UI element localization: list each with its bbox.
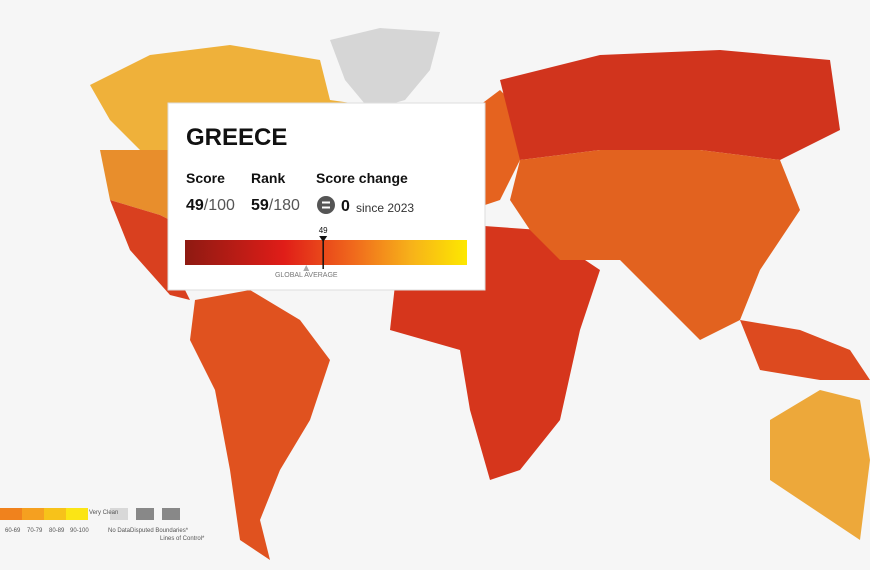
legend-swatch: [0, 508, 22, 520]
legend-label: 90-100: [70, 528, 89, 534]
legend-swatch: [66, 508, 88, 520]
legend-swatch: [22, 508, 44, 520]
change-icon: [317, 196, 335, 214]
score-scale: [185, 240, 467, 265]
legend-swatch: [136, 508, 154, 520]
legend-label: 70-79: [27, 528, 43, 534]
score-label: Score: [186, 170, 225, 186]
legend-label: 80-89: [49, 528, 65, 534]
legend-label: Lines of Control*: [160, 536, 205, 542]
legend-label: No Data: [108, 528, 131, 534]
change-since: since 2023: [356, 201, 414, 215]
country-name: GREECE: [186, 124, 287, 151]
change-label: Score change: [316, 170, 408, 186]
legend-swatch: [44, 508, 66, 520]
legend-label: 60-69: [5, 528, 21, 534]
rank-value: 59: [251, 197, 269, 214]
global-average-marker: [303, 265, 310, 271]
asia: [510, 150, 800, 340]
legend-label: Disputed Boundaries*: [130, 528, 189, 534]
score-marker-head: [319, 236, 328, 242]
rank: 59/180: [251, 197, 300, 214]
southeast-asia: [740, 320, 870, 380]
russia: [500, 50, 840, 160]
legend: 60-69 70-79 80-89 90-100 Very Clean No D…: [0, 508, 205, 542]
australia: [770, 390, 870, 540]
score-max: /100: [204, 197, 235, 214]
tooltip: GREECE Score Rank Score change 49/100 59…: [167, 102, 486, 291]
rank-max: /180: [269, 197, 300, 214]
global-average-label: GLOBAL AVERAGE: [275, 272, 338, 279]
legend-swatch: [162, 508, 180, 520]
south-america: [190, 290, 330, 560]
score: 49/100: [186, 197, 235, 214]
rank-label: Rank: [251, 170, 285, 186]
score-value: 49: [186, 197, 204, 214]
change-value: 0: [341, 198, 350, 215]
legend-label: Very Clean: [89, 510, 118, 516]
score-marker-label: 49: [319, 226, 328, 235]
greenland: [330, 28, 440, 110]
legend-swatch: [110, 508, 128, 520]
